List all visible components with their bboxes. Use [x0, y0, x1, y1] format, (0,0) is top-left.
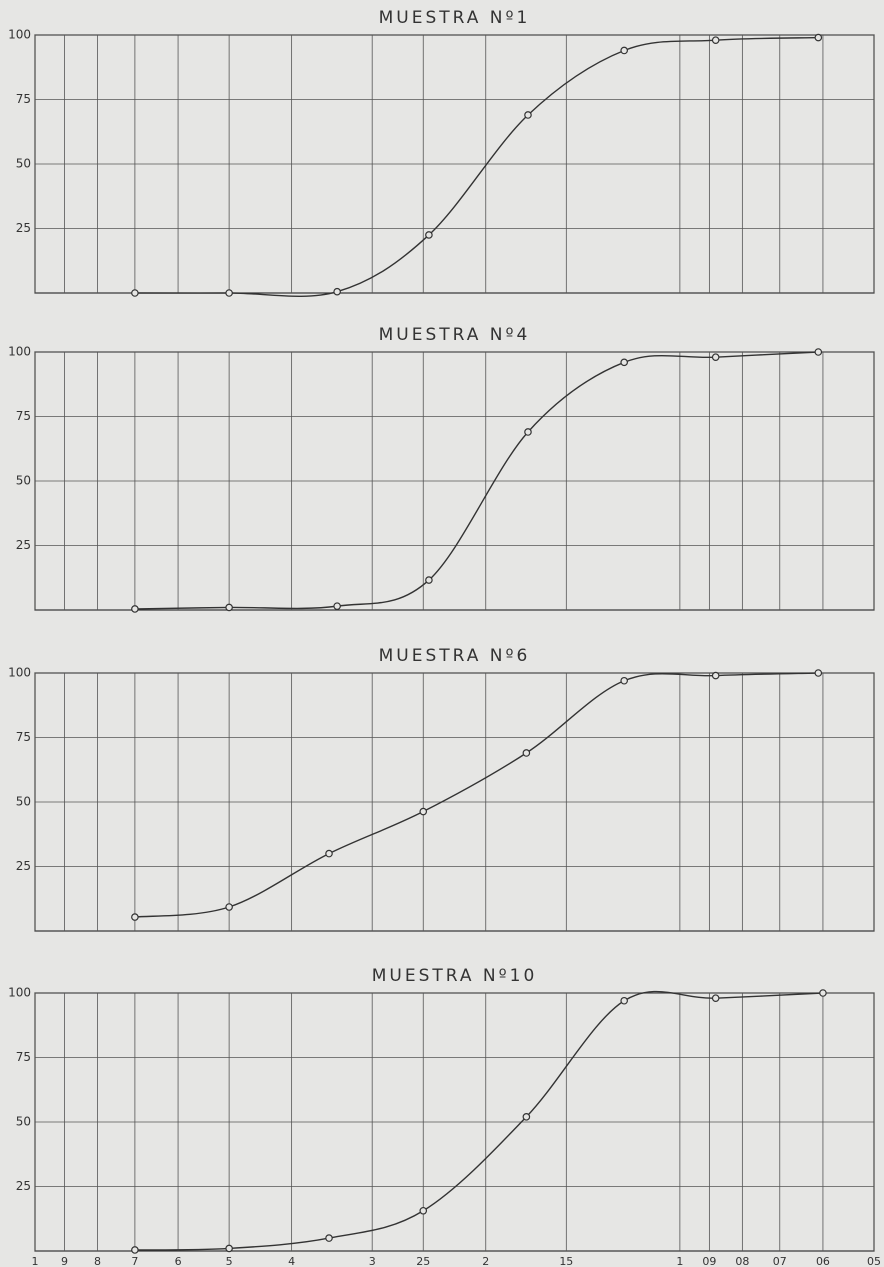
x-tick-label: 8: [94, 1255, 101, 1267]
data-point: [333, 602, 341, 610]
data-point: [711, 994, 720, 1002]
y-tick-label: 75: [16, 1050, 31, 1064]
data-point: [131, 289, 139, 297]
curve: [134, 351, 819, 610]
y-tick-label: 25: [16, 538, 31, 552]
y-tick-label: 50: [16, 795, 31, 809]
x-tick-label: 5: [226, 1255, 233, 1267]
data-point: [814, 348, 823, 356]
x-tick-label: 08: [735, 1255, 749, 1267]
x-tick-label: 2: [482, 1255, 489, 1267]
x-tick-label: 1: [676, 1255, 683, 1267]
y-tick-label: 25: [16, 859, 31, 873]
data-point: [325, 1234, 333, 1242]
x-tick-label: 4: [288, 1255, 295, 1267]
x-tick-label: 05: [867, 1255, 881, 1267]
x-tick-label: 3: [369, 1255, 376, 1267]
y-tick-label: 75: [16, 730, 31, 744]
data-point: [711, 671, 720, 680]
curve: [134, 36, 819, 298]
x-tick-label: 06: [816, 1255, 830, 1267]
y-tick-label: 50: [16, 157, 31, 171]
data-point: [225, 1244, 233, 1253]
data-point: [425, 576, 433, 584]
x-tick-label: 15: [559, 1255, 573, 1267]
curve: [134, 990, 823, 1251]
data-point: [425, 231, 433, 239]
data-point: [711, 36, 720, 44]
data-point: [333, 287, 341, 296]
data-point: [522, 749, 531, 757]
curve: [134, 672, 819, 918]
y-tick-label: 25: [16, 1179, 31, 1193]
data-point: [325, 849, 333, 858]
chart-title: MUESTRA Nº4: [379, 325, 531, 345]
data-point: [225, 903, 233, 911]
x-tick-label: 9: [61, 1255, 68, 1267]
y-tick-label: 100: [8, 986, 31, 1000]
chart-title: MUESTRA Nº10: [372, 966, 538, 986]
data-point: [524, 428, 532, 436]
data-point: [620, 676, 628, 685]
y-tick-label: 50: [16, 1115, 31, 1129]
y-tick-label: 75: [16, 409, 31, 423]
x-tick-label: 6: [175, 1255, 182, 1267]
data-point: [814, 33, 823, 42]
data-point: [620, 46, 628, 55]
y-tick-label: 75: [16, 92, 31, 106]
data-point: [819, 989, 827, 997]
chart-title: MUESTRA Nº1: [379, 8, 531, 28]
data-point: [620, 996, 628, 1005]
data-point: [131, 913, 139, 921]
data-point: [131, 1246, 139, 1254]
y-tick-label: 100: [8, 666, 31, 680]
chart-title: MUESTRA Nº6: [379, 646, 531, 666]
data-point: [814, 669, 823, 677]
x-tick-label: 09: [702, 1255, 716, 1267]
data-point: [524, 111, 532, 119]
data-point: [620, 358, 628, 367]
x-tick-label: 1: [32, 1255, 39, 1267]
y-tick-label: 100: [8, 28, 31, 42]
data-point: [225, 289, 233, 297]
data-point: [131, 605, 139, 613]
data-point: [419, 807, 428, 816]
data-point: [419, 1206, 428, 1215]
y-tick-label: 50: [16, 474, 31, 488]
x-tick-label: 25: [416, 1255, 430, 1267]
y-tick-label: 100: [8, 345, 31, 359]
data-point: [522, 1113, 531, 1121]
data-point: [225, 603, 233, 612]
data-point: [711, 353, 720, 361]
y-tick-label: 25: [16, 221, 31, 235]
x-tick-label: 7: [131, 1255, 138, 1267]
x-tick-label: 07: [773, 1255, 787, 1267]
